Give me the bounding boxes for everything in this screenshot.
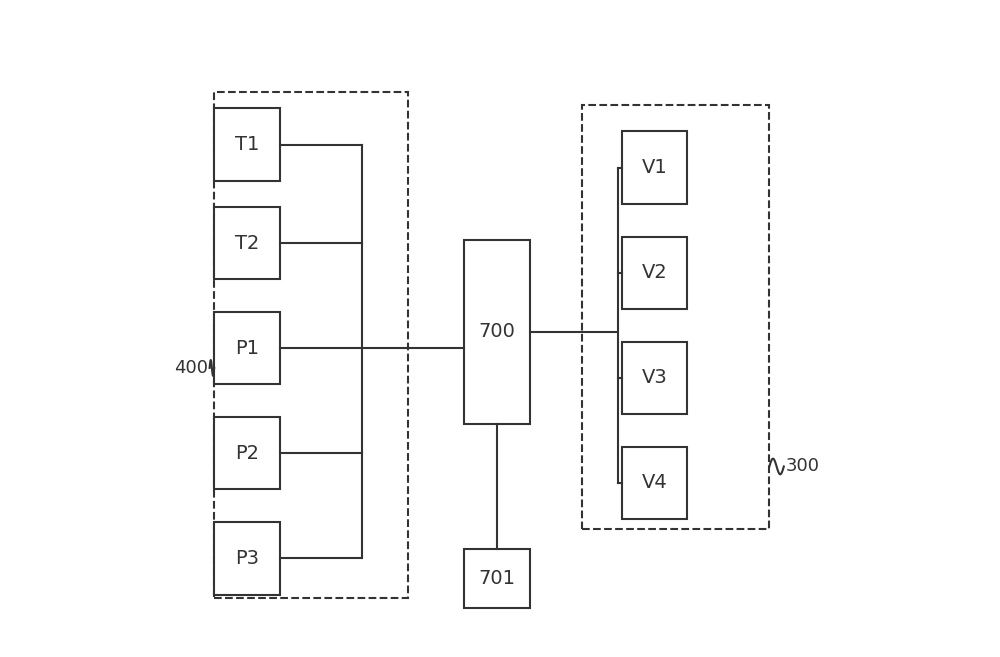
- Text: 300: 300: [785, 457, 819, 476]
- Text: T2: T2: [235, 234, 259, 252]
- FancyBboxPatch shape: [214, 108, 280, 181]
- Text: V1: V1: [642, 158, 667, 177]
- Text: P1: P1: [235, 339, 259, 357]
- FancyBboxPatch shape: [214, 417, 280, 489]
- Text: 400: 400: [174, 359, 208, 377]
- Text: P3: P3: [235, 549, 259, 568]
- Text: 701: 701: [478, 569, 515, 587]
- Text: T1: T1: [235, 135, 259, 154]
- FancyBboxPatch shape: [464, 549, 530, 608]
- FancyBboxPatch shape: [622, 131, 687, 204]
- FancyBboxPatch shape: [214, 522, 280, 595]
- FancyBboxPatch shape: [464, 240, 530, 424]
- Text: V3: V3: [642, 369, 667, 387]
- Text: V2: V2: [642, 263, 667, 282]
- FancyBboxPatch shape: [214, 207, 280, 279]
- FancyBboxPatch shape: [214, 312, 280, 384]
- FancyBboxPatch shape: [622, 342, 687, 414]
- Text: 700: 700: [478, 323, 515, 341]
- FancyBboxPatch shape: [622, 237, 687, 309]
- Text: V4: V4: [642, 474, 667, 492]
- FancyBboxPatch shape: [622, 447, 687, 519]
- Text: P2: P2: [235, 444, 259, 463]
